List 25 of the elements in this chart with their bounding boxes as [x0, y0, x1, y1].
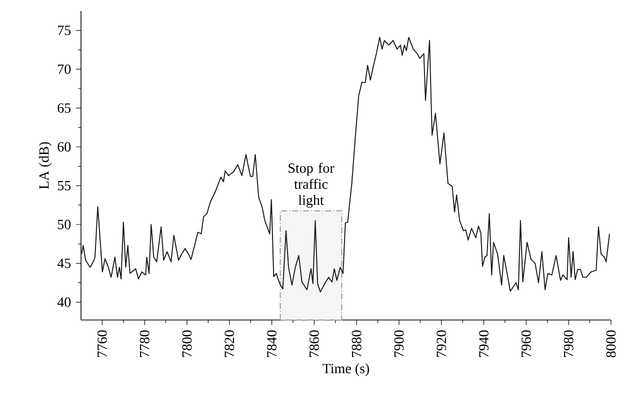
y-tick-label: 55	[58, 181, 71, 190]
x-tick-label: 7920	[436, 330, 446, 357]
y-tick-label: 40	[57, 297, 71, 307]
y-tick-label: 50	[58, 220, 71, 230]
x-tick-label: 7880	[352, 330, 362, 357]
x-tick-label: 7980	[564, 330, 574, 357]
x-tick-label: 7800	[182, 330, 192, 357]
y-tick-label: 60	[58, 142, 71, 152]
y-tick-label: 65	[58, 103, 71, 113]
band-label: Stop for traffic light	[288, 162, 334, 208]
x-tick-label: 7820	[224, 330, 234, 357]
x-tick-label: 7940	[479, 330, 489, 357]
x-tick-label: 7960	[521, 330, 531, 357]
x-tick-label: 7900	[394, 330, 404, 357]
x-tick-label: 7760	[97, 330, 107, 357]
x-tick-label: 7860	[309, 330, 319, 357]
y-axis-title: LA (dB)	[38, 142, 52, 190]
x-tick-label: 7840	[267, 330, 277, 357]
y-tick-label: 45	[57, 258, 71, 268]
x-axis-title: Time (s)	[322, 363, 370, 376]
line-series	[81, 36, 610, 293]
x-tick-label: 8000	[606, 330, 616, 358]
y-tick-label: 70	[58, 64, 71, 74]
y-tick-label: 75	[58, 26, 71, 36]
x-tick-label: 7780	[140, 330, 150, 357]
